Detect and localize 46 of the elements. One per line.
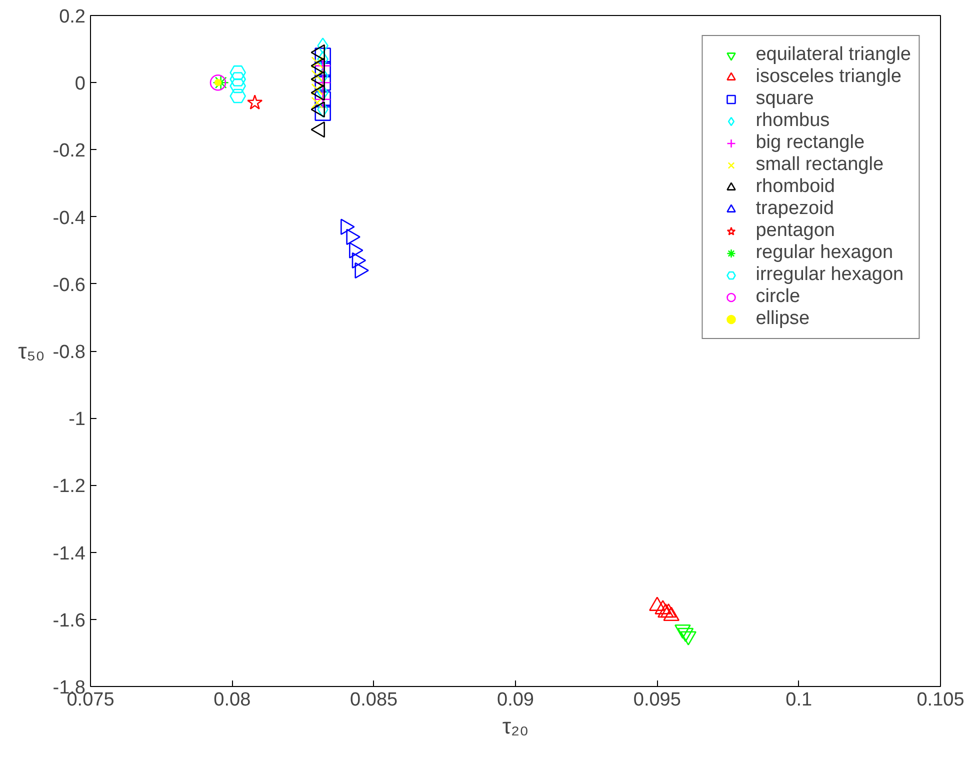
legend-label: small rectangle (756, 154, 884, 176)
legend-label: regular hexagon (756, 242, 894, 264)
legend-label: ellipse (756, 308, 810, 330)
legend-label: rhomboid (756, 176, 835, 198)
point (314, 104, 331, 121)
legend-label: equilateral triangle (756, 44, 911, 66)
y-tick-label: -1.6 (52, 610, 86, 632)
legend-label: pentagon (756, 220, 835, 242)
y-tick-label: 0.2 (59, 6, 86, 28)
y-tick-label: -1.2 (52, 476, 86, 498)
legend-label: irregular hexagon (756, 264, 904, 286)
point (230, 78, 246, 94)
y-tick-label: -1.4 (52, 543, 86, 564)
x-tick-label: 0.1 (786, 690, 812, 710)
legend-label: isosceles triangle (756, 66, 902, 88)
x-tick-label: 0.105 (916, 690, 964, 710)
legend-label: square (756, 88, 814, 110)
legend-label: rhombus (756, 110, 830, 132)
y-tick-label: -0.2 (52, 140, 86, 162)
point (230, 88, 246, 104)
y-tick-label: 0 (74, 74, 86, 95)
point (649, 596, 666, 611)
y-axis-title: τ₅₀ (18, 338, 45, 364)
point (230, 72, 246, 86)
x-tick-label: 0.085 (350, 690, 398, 710)
point (230, 65, 246, 80)
point (212, 74, 229, 91)
x-tick-label: 0.09 (497, 690, 534, 710)
point (658, 603, 674, 618)
x-tick-label: 0.08 (214, 690, 251, 710)
point (660, 603, 677, 618)
legend-label: big rectangle (756, 132, 865, 154)
point (314, 48, 331, 64)
point (247, 94, 263, 110)
legend-label: trapezoid (756, 198, 834, 220)
y-tick-label: -1 (68, 409, 86, 430)
point (663, 606, 680, 622)
x-axis-title: τ₂₀ (502, 714, 529, 738)
y-tick-label: -0.4 (52, 208, 86, 229)
point (314, 61, 331, 78)
legend-label: circle (756, 286, 800, 308)
point (654, 600, 671, 614)
x-tick-label: 0.095 (633, 690, 681, 710)
y-tick-label: -0.6 (52, 274, 86, 296)
y-tick-label: -0.8 (52, 342, 86, 363)
point (210, 74, 226, 91)
